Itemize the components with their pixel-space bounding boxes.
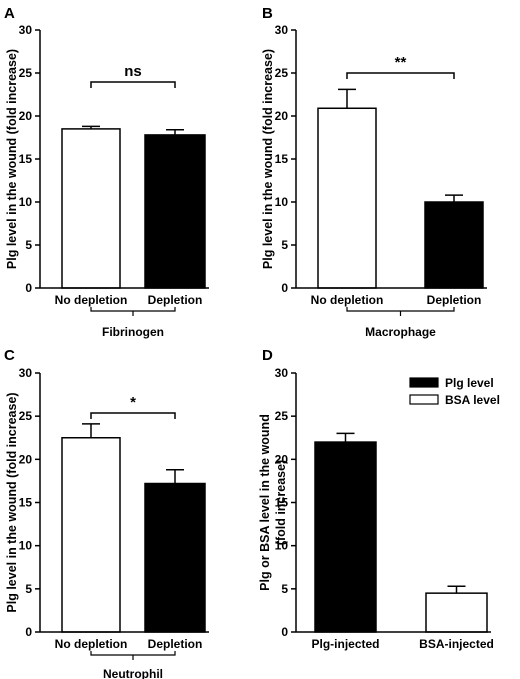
group-label: Neutrophil bbox=[103, 667, 163, 679]
x-category-label: No depletion bbox=[55, 637, 128, 651]
significance-bracket bbox=[90, 81, 176, 88]
y-tick-label: 15 bbox=[19, 152, 33, 166]
x-category-label: No depletion bbox=[55, 293, 128, 307]
y-tick-label: 15 bbox=[275, 152, 289, 166]
y-tick-label: 0 bbox=[25, 281, 32, 295]
y-tick-label: 20 bbox=[19, 109, 33, 123]
bar bbox=[425, 592, 488, 633]
y-tick-label: 15 bbox=[19, 496, 33, 510]
y-tick-label: 25 bbox=[19, 409, 33, 423]
y-tick-label: 10 bbox=[275, 539, 289, 553]
group-bracket bbox=[90, 651, 176, 656]
bar bbox=[314, 441, 377, 633]
legend-swatch bbox=[409, 377, 439, 388]
x-category-label: Depletion bbox=[148, 637, 203, 651]
y-tick-label: 10 bbox=[19, 195, 33, 209]
y-tick-label: 0 bbox=[281, 281, 288, 295]
significance-bracket bbox=[346, 72, 455, 79]
y-axis-label: Plg level in the wound (fold increase) bbox=[5, 49, 19, 269]
y-tick-label: 20 bbox=[275, 109, 289, 123]
legend-label: BSA level bbox=[445, 393, 500, 407]
x-category-label: No depletion bbox=[311, 293, 384, 307]
group-label: Fibrinogen bbox=[102, 325, 164, 339]
chart-panel-d: D Plg or BSA level in the wound (fold incr… bbox=[258, 347, 500, 651]
x-category-label: BSA-injected bbox=[419, 637, 494, 651]
legend-label: Plg level bbox=[445, 376, 494, 390]
y-axis-label-line2: (fold increase) bbox=[274, 460, 288, 545]
y-axis-label: Plg level in the wound (fold increase) bbox=[261, 49, 275, 269]
chart-panel-a: A Plg level in the wound (fold increase) 0… bbox=[4, 5, 209, 339]
significance-label: * bbox=[130, 394, 136, 411]
y-tick-label: 0 bbox=[25, 625, 32, 639]
y-axis-label: Plg level in the wound (fold increase) bbox=[5, 392, 19, 612]
y-tick-label: 5 bbox=[281, 238, 288, 252]
y-tick-label: 15 bbox=[275, 496, 289, 510]
y-tick-label: 0 bbox=[281, 625, 288, 639]
y-tick-label: 30 bbox=[19, 366, 33, 380]
panel-letter: A bbox=[4, 5, 15, 22]
panel-letter: C bbox=[4, 347, 15, 364]
significance-bracket bbox=[90, 412, 176, 419]
significance-label: ns bbox=[124, 63, 142, 80]
y-tick-label: 5 bbox=[25, 238, 32, 252]
chart-panel-c: C Plg level in the wound (fold increase) 0… bbox=[4, 347, 209, 679]
group-bracket bbox=[346, 307, 455, 312]
y-tick-label: 20 bbox=[275, 452, 289, 466]
group-bracket bbox=[90, 307, 176, 312]
y-tick-label: 30 bbox=[275, 366, 289, 380]
group-label: Macrophage bbox=[365, 325, 436, 339]
y-tick-label: 10 bbox=[275, 195, 289, 209]
y-tick-label: 5 bbox=[25, 582, 32, 596]
panel-letter: D bbox=[262, 347, 273, 364]
x-category-label: Depletion bbox=[427, 293, 482, 307]
y-tick-label: 25 bbox=[275, 409, 289, 423]
bar bbox=[61, 437, 121, 633]
x-category-label: Depletion bbox=[148, 293, 203, 307]
y-tick-label: 5 bbox=[281, 582, 288, 596]
y-tick-label: 10 bbox=[19, 539, 33, 553]
y-tick-label: 20 bbox=[19, 452, 33, 466]
chart-panel-b: B Plg level in the wound (fold increase) 0… bbox=[261, 5, 487, 339]
bar bbox=[144, 482, 206, 633]
bar bbox=[144, 134, 206, 289]
y-tick-label: 30 bbox=[275, 23, 289, 37]
bar bbox=[424, 201, 484, 289]
x-category-label: Plg-injected bbox=[311, 637, 379, 651]
significance-label: ** bbox=[395, 54, 407, 71]
y-tick-label: 25 bbox=[275, 66, 289, 80]
y-tick-label: 25 bbox=[19, 66, 33, 80]
y-tick-label: 30 bbox=[19, 23, 33, 37]
legend-swatch bbox=[409, 394, 439, 405]
y-axis-label: Plg or BSA level in the wound bbox=[258, 414, 272, 591]
bar bbox=[61, 128, 121, 289]
bar bbox=[317, 107, 377, 289]
panel-letter: B bbox=[262, 5, 273, 22]
